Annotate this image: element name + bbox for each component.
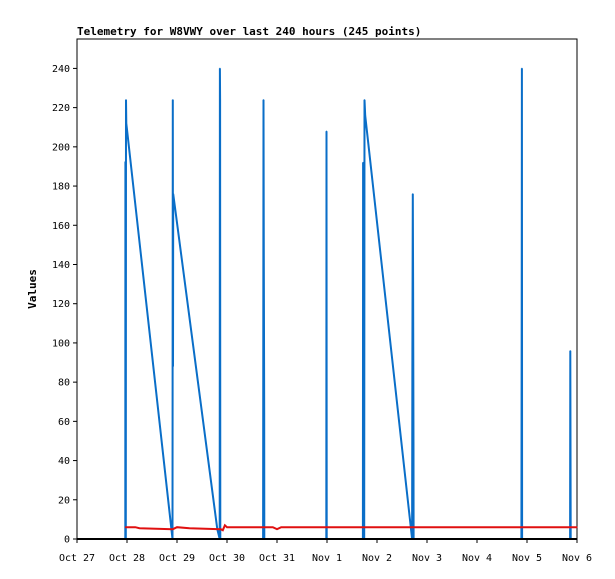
data-point (569, 444, 572, 446)
y-tick-label: 80 (58, 378, 70, 389)
x-tick-label: Nov 1 (312, 553, 342, 564)
x-tick-label: Oct 29 (159, 553, 195, 564)
data-point (362, 318, 365, 320)
data-point (412, 450, 415, 452)
data-point (172, 365, 174, 368)
data-point (262, 99, 265, 101)
data-point (125, 161, 127, 164)
data-point (226, 526, 228, 528)
data-point (569, 350, 571, 352)
data-point (362, 161, 364, 164)
series-line-2 (125, 523, 577, 532)
data-point (412, 193, 414, 195)
data-point (276, 528, 278, 530)
y-tick-label: 200 (52, 142, 70, 153)
data-point (172, 193, 174, 195)
data-point (364, 114, 366, 117)
data-point (222, 529, 224, 531)
chart-title: Telemetry for W8VWY over last 240 hours … (77, 25, 421, 38)
data-point (176, 526, 178, 528)
x-tick-label: Oct 31 (259, 553, 295, 564)
series-layer (77, 67, 578, 540)
data-point (224, 524, 226, 526)
data-point (219, 99, 221, 101)
data-point (172, 99, 174, 101)
y-tick-label: 0 (64, 535, 70, 546)
x-axis: Oct 27 Oct 28 Oct 29 Oct 30 Oct 31 Nov 1 Nov 2… (59, 539, 592, 564)
y-tick-label: 180 (52, 182, 70, 193)
data-point (220, 528, 222, 530)
data-point (412, 281, 414, 283)
data-point (263, 256, 265, 258)
data-point (363, 381, 365, 383)
data-point (411, 350, 413, 352)
x-tick-label: Oct 27 (59, 553, 95, 564)
data-point (138, 527, 141, 529)
y-tick-label: 140 (52, 260, 70, 271)
data-point (125, 122, 127, 124)
y-tick-label: 20 (58, 495, 70, 506)
data-point (219, 67, 221, 69)
x-tick-label: Nov 6 (562, 553, 592, 564)
x-tick-label: Nov 3 (412, 553, 442, 564)
data-point (325, 130, 328, 132)
y-tick-label: 60 (58, 417, 70, 428)
data-point (363, 99, 366, 101)
y-tick-label: 100 (52, 338, 70, 349)
y-tick-label: 160 (52, 221, 70, 232)
data-point (576, 526, 578, 528)
data-point (172, 528, 174, 530)
data-point (124, 526, 126, 528)
y-axis-label: Values (26, 269, 39, 309)
y-tick-label: 40 (58, 456, 70, 467)
data-point (125, 99, 127, 101)
x-tick-label: Oct 28 (109, 553, 145, 564)
data-point (188, 527, 191, 529)
x-tick-label: Nov 5 (512, 553, 542, 564)
y-tick-label: 120 (52, 299, 70, 310)
data-point (521, 67, 523, 69)
data-point (134, 526, 136, 528)
y-axis: 0 20 40 60 80 100 120 140 160 180 200 220 240 (52, 64, 77, 546)
data-point (521, 303, 523, 305)
x-tick-label: Nov 4 (462, 553, 492, 564)
y-tick-label: 220 (52, 103, 70, 114)
data-point (272, 526, 274, 528)
x-tick-label: Nov 2 (362, 553, 392, 564)
x-tick-label: Oct 30 (209, 553, 245, 564)
data-point (263, 412, 265, 415)
data-point (280, 526, 282, 528)
y-tick-label: 240 (52, 64, 70, 75)
